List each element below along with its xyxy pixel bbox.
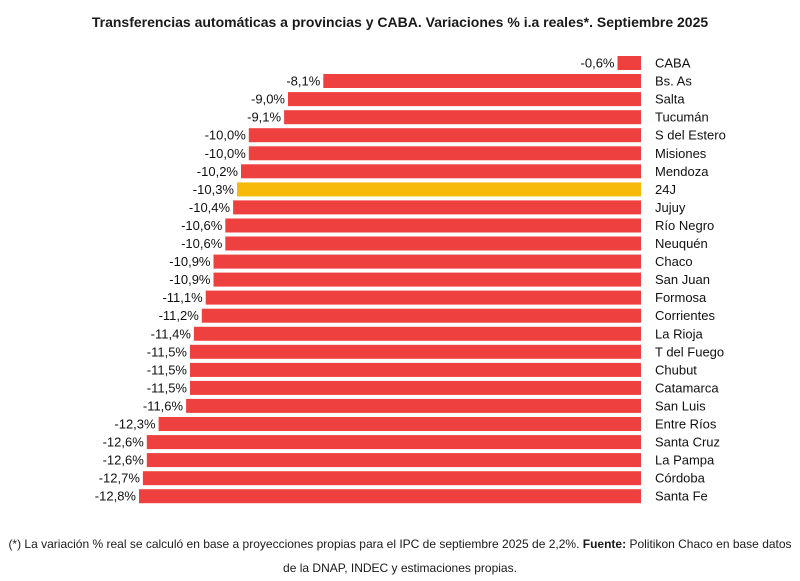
category-label: Mendoza	[655, 164, 709, 179]
bar	[142, 471, 641, 486]
data-label: -10,9%	[169, 254, 211, 269]
bar	[190, 380, 641, 395]
bar	[146, 435, 642, 450]
data-label: -8,1%	[286, 74, 320, 89]
data-label: -11,5%	[147, 344, 188, 359]
footnote: (*) La variación % real se calculó en ba…	[8, 532, 792, 580]
category-label: T del Fuego	[655, 344, 724, 359]
data-label: -11,2%	[159, 308, 200, 323]
data-label: -0,6%	[581, 56, 615, 71]
bar	[146, 453, 642, 468]
data-label: -10,3%	[193, 182, 235, 197]
footnote-text: (*) La variación % real se calculó en ba…	[8, 537, 583, 551]
bar	[248, 128, 642, 143]
category-label: Misiones	[655, 146, 707, 161]
bar	[323, 74, 641, 88]
category-label: La Pampa	[655, 453, 715, 468]
bar	[213, 272, 641, 287]
bar	[186, 398, 641, 413]
data-label: -10,6%	[181, 236, 223, 251]
data-label: -9,0%	[251, 92, 285, 107]
category-label: Córdoba	[655, 471, 706, 486]
bar	[237, 182, 641, 197]
bar	[193, 326, 641, 341]
chart-title: Transferencias automáticas a provincias …	[91, 14, 709, 30]
bar	[248, 146, 642, 161]
data-label: -12,6%	[103, 435, 145, 450]
bar	[158, 417, 641, 431]
footnote-source-label: Fuente:	[582, 537, 627, 551]
bar	[233, 200, 641, 215]
category-label: Santa Fe	[655, 489, 708, 504]
bar	[288, 92, 641, 107]
bar	[190, 362, 641, 377]
category-label: Salta	[655, 92, 685, 107]
category-label: San Luis	[655, 398, 706, 413]
data-label: -9,1%	[247, 110, 281, 125]
data-label: -10,4%	[189, 200, 231, 215]
data-label: -10,6%	[181, 218, 223, 233]
data-label: -11,4%	[151, 326, 192, 341]
data-label: -10,0%	[205, 128, 247, 143]
category-label: S del Estero	[655, 128, 726, 143]
data-label: -11,1%	[162, 290, 203, 305]
bar	[225, 236, 642, 251]
bar	[284, 110, 641, 125]
category-label: Chaco	[655, 254, 693, 269]
data-label: -12,8%	[95, 489, 137, 504]
category-label: Santa Cruz	[655, 435, 720, 450]
category-label: Jujuy	[655, 200, 686, 215]
category-label: 24J	[655, 182, 676, 197]
bar	[190, 344, 641, 359]
data-label: -11,5%	[147, 380, 188, 395]
data-label: -10,0%	[205, 146, 247, 161]
category-label: Bs. As	[655, 74, 692, 89]
data-label: -11,5%	[147, 362, 188, 377]
category-label: Neuquén	[655, 236, 708, 251]
bar	[617, 56, 641, 70]
category-label: Catamarca	[655, 380, 719, 395]
category-label: Río Negro	[655, 218, 714, 233]
bar	[205, 290, 641, 305]
category-label: Chubut	[655, 362, 697, 377]
data-label: -12,7%	[99, 471, 141, 486]
data-label: -12,3%	[114, 417, 156, 432]
bar	[201, 308, 642, 323]
bar	[225, 218, 642, 233]
category-label: San Juan	[655, 272, 710, 287]
footnote-source-text: Politikon Chaco en base datos de la DNAP…	[283, 537, 792, 575]
bar	[213, 254, 641, 269]
bar	[139, 489, 641, 504]
category-label: Entre Ríos	[655, 417, 717, 432]
category-label: Formosa	[655, 290, 707, 305]
data-label: -12,6%	[103, 453, 145, 468]
category-label: CABA	[655, 56, 691, 71]
data-label: -11,6%	[143, 398, 184, 413]
category-label: Tucumán	[655, 110, 709, 125]
data-label: -10,9%	[169, 272, 211, 287]
data-label: -10,2%	[197, 164, 239, 179]
category-label: La Rioja	[655, 326, 703, 341]
category-label: Corrientes	[655, 308, 715, 323]
bar	[241, 164, 641, 179]
